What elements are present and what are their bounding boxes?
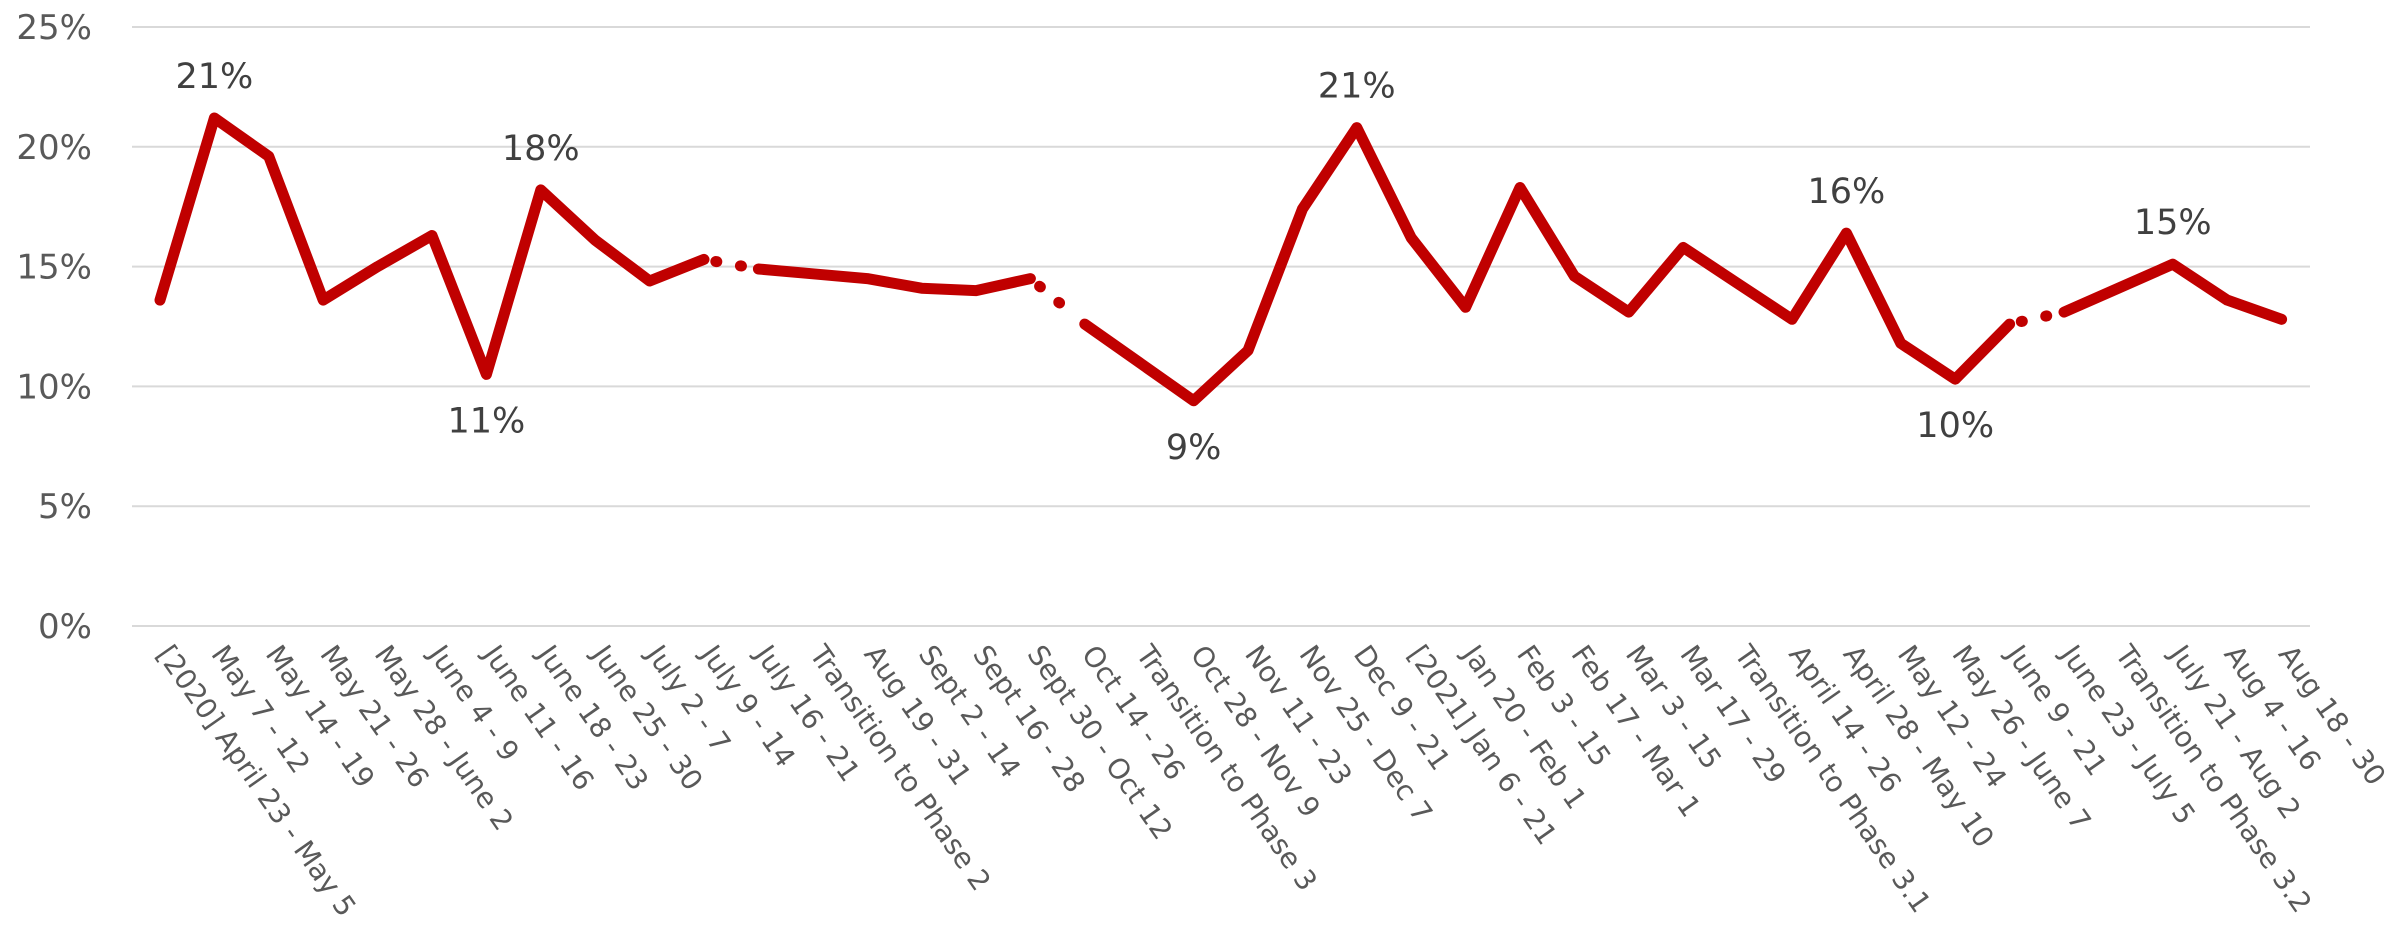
gap-connector-1: [710, 255, 753, 273]
gap-connector-3: [2015, 309, 2058, 328]
data-label: 15%: [2134, 203, 2212, 243]
series-line: [154, 112, 2288, 407]
y-tick-label: 15%: [16, 248, 92, 288]
y-tick-label: 10%: [16, 367, 92, 407]
data-label: 21%: [1318, 67, 1396, 107]
y-tick-label: 20%: [16, 128, 92, 168]
series-segment-4: [2058, 258, 2288, 325]
data-label: 16%: [1808, 172, 1886, 212]
data-label: 18%: [502, 129, 580, 169]
y-tick-label: 0%: [38, 607, 92, 647]
y-axis-tick-labels: 0% 5% 10% 15% 20% 25%: [16, 8, 92, 647]
y-tick-label: 5%: [38, 487, 92, 527]
data-label: 21%: [176, 57, 254, 97]
data-label: 11%: [448, 401, 526, 441]
data-labels: 21% 11% 18% 9% 21% 16% 10% 15%: [176, 57, 2212, 468]
y-tick-label: 25%: [16, 8, 92, 48]
gridlines: [132, 26, 2310, 627]
data-label: 10%: [1916, 406, 1994, 446]
series-segment-2: [752, 263, 1036, 297]
series-segment-3: [1079, 122, 2016, 407]
series-segment-1: [154, 112, 710, 380]
gap-connector-2: [1034, 280, 1082, 322]
data-label: 9%: [1166, 428, 1222, 468]
